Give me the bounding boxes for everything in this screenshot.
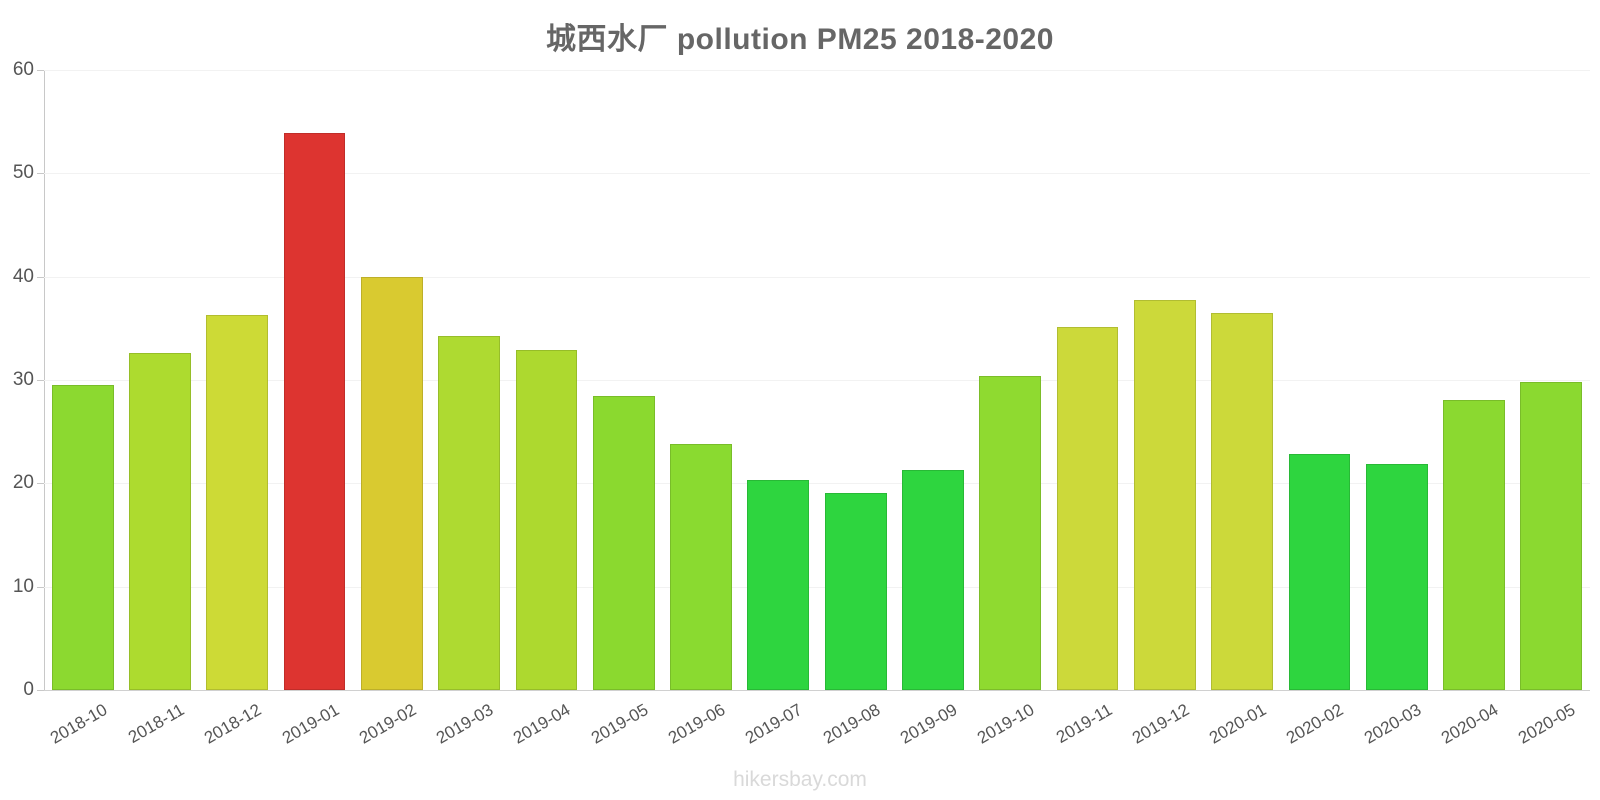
bar-2019-02[interactable] [360,276,423,690]
bar-2020-04[interactable] [1443,399,1505,690]
y-tick-label: 40 [12,265,34,287]
gridline [44,690,1590,691]
bar-2019-01[interactable] [283,133,346,690]
plot-area [44,70,1590,691]
x-tick-label: 2019-12 [1128,700,1193,748]
y-tick-mark [37,380,44,381]
bar-2019-03[interactable] [438,335,501,690]
bar-2019-08[interactable] [824,492,887,690]
y-tick-mark [37,483,44,485]
x-tick-label: 2020-04 [1438,700,1502,748]
x-tick-label: 2020-01 [1206,700,1270,748]
y-tick-label: 60 [12,59,34,80]
bar-2019-10[interactable] [979,375,1042,690]
x-tick-label: 2020-05 [1515,700,1579,748]
x-tick-label: 2019-06 [665,700,729,748]
bar-2019-09[interactable] [902,469,964,690]
y-tick-mark [37,276,44,278]
bar-2020-01[interactable] [1211,312,1274,690]
gridline [44,586,1590,588]
x-tick-label: 2018-12 [201,700,265,748]
gridline [44,483,1590,485]
x-tick-label: 2020-03 [1360,700,1425,748]
x-tick-label: 2019-05 [587,700,652,748]
bar-2019-07[interactable] [747,480,810,690]
x-tick-label: 2019-10 [974,700,1038,748]
y-tick-mark [37,70,44,71]
bar-2019-04[interactable] [515,350,578,690]
bar-2020-02[interactable] [1288,454,1351,690]
footer-credit: hikersbay.com [733,768,867,791]
bar-2018-10[interactable] [51,385,114,690]
gridline [44,70,1590,71]
bar-2019-12[interactable] [1133,300,1196,690]
y-tick-label: 50 [12,162,34,184]
bars-layer [44,70,1590,690]
x-tick-label: 2019-03 [433,700,497,748]
y-tick-label: 0 [23,679,34,700]
x-tick-label: 2019-09 [896,700,961,748]
bar-2019-06[interactable] [670,444,732,690]
y-tick-label: 30 [12,369,34,390]
bar-2018-12[interactable] [206,314,269,690]
x-tick-label: 2019-08 [819,700,884,748]
y-tick-mark [37,690,44,691]
x-tick-label: 2019-11 [1052,700,1116,748]
chart-title: 城西水厂 pollution PM25 2018-2020 [546,23,1054,56]
y-tick-label: 10 [12,575,34,597]
x-tick-label: 2019-07 [742,700,806,748]
x-tick-label: 2018-11 [124,700,188,748]
bar-2018-11[interactable] [129,353,191,690]
x-tick-label: 2019-04 [510,700,574,748]
gridline [44,380,1590,381]
bar-2020-03[interactable] [1365,463,1428,690]
x-tick-label: 2019-01 [278,700,343,748]
y-tick-mark [37,586,44,588]
x-tick-label: 2019-02 [355,700,420,748]
bar-2020-05[interactable] [1520,382,1583,690]
bar-2019-11[interactable] [1056,327,1119,690]
gridline [44,276,1590,278]
x-tick-label: 2020-02 [1283,700,1347,748]
y-tick-label: 20 [12,472,34,494]
gridline [44,173,1590,175]
x-tick-label: 2018-10 [46,700,111,748]
y-tick-mark [37,173,44,175]
bar-2019-05[interactable] [592,395,655,690]
